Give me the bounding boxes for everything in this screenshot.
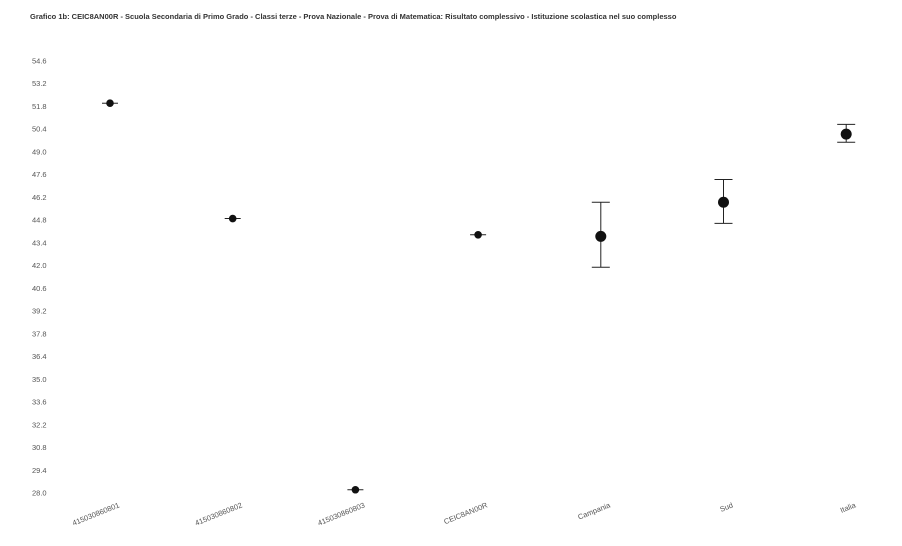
data-point bbox=[841, 129, 852, 140]
data-point bbox=[595, 231, 606, 242]
x-category-label: 415030860801 bbox=[71, 501, 121, 528]
y-tick-label: 39.2 bbox=[32, 307, 47, 316]
y-tick-label: 49.0 bbox=[32, 147, 47, 156]
x-category-label: Campania bbox=[576, 500, 612, 521]
y-tick-label: 37.8 bbox=[32, 329, 47, 338]
x-category-label: CEIC8AN00R bbox=[443, 500, 490, 526]
y-tick-label: 36.4 bbox=[32, 352, 47, 361]
data-point bbox=[352, 486, 360, 494]
x-category-label: Italia bbox=[839, 500, 858, 515]
data-point bbox=[474, 231, 482, 239]
y-tick-label: 46.2 bbox=[32, 193, 47, 202]
x-category-label: 415030860802 bbox=[194, 501, 244, 528]
x-category-label: 415030860803 bbox=[316, 501, 366, 528]
y-tick-label: 35.0 bbox=[32, 375, 47, 384]
y-tick-label: 47.6 bbox=[32, 170, 47, 179]
y-tick-label: 28.0 bbox=[32, 489, 47, 498]
y-tick-label: 51.8 bbox=[32, 102, 47, 111]
error-bars bbox=[592, 124, 855, 267]
data-point bbox=[106, 99, 114, 107]
data-point bbox=[229, 215, 237, 223]
y-tick-label: 54.6 bbox=[32, 57, 47, 66]
x-axis: 415030860801 415030860802 415030860803 CEIC… bbox=[71, 500, 858, 527]
y-tick-label: 44.8 bbox=[32, 216, 47, 225]
y-tick-label: 43.4 bbox=[32, 238, 47, 247]
y-tick-label: 53.2 bbox=[32, 79, 47, 88]
y-tick-label: 32.2 bbox=[32, 420, 47, 429]
data-points bbox=[102, 99, 852, 493]
y-tick-label: 33.6 bbox=[32, 398, 47, 407]
y-tick-label: 40.6 bbox=[32, 284, 47, 293]
y-axis: 54.6 53.2 51.8 50.4 49.0 47.6 46.2 44.8 43.4 42.0… bbox=[32, 57, 47, 498]
data-point bbox=[718, 197, 729, 208]
y-tick-label: 50.4 bbox=[32, 125, 47, 134]
y-tick-label: 42.0 bbox=[32, 261, 47, 270]
y-tick-label: 30.8 bbox=[32, 443, 47, 452]
x-category-label: Sud bbox=[718, 501, 734, 514]
y-tick-label: 29.4 bbox=[32, 466, 47, 475]
